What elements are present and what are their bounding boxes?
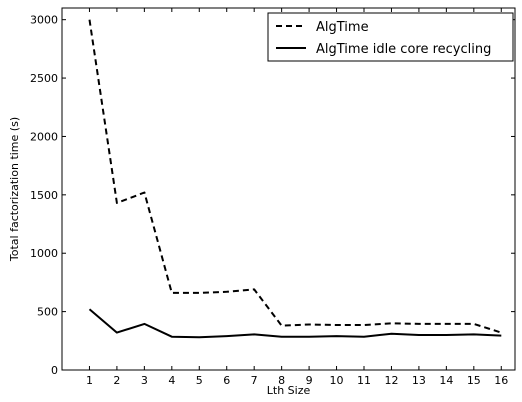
x-tick-label: 8: [278, 374, 285, 387]
x-tick-label: 9: [306, 374, 313, 387]
x-tick-label: 15: [467, 374, 481, 387]
x-tick-label: 11: [357, 374, 371, 387]
y-axis-label: Total factorization time (s): [8, 117, 21, 262]
series-line-1: [88, 19, 502, 334]
x-tick-label: 13: [412, 374, 426, 387]
series-line-2: [88, 308, 502, 339]
x-tick-label: 1: [86, 374, 93, 387]
y-tick-label: 0: [51, 364, 58, 377]
y-tick-label: 1500: [30, 189, 58, 202]
x-tick-label: 16: [494, 374, 508, 387]
legend-box: [267, 12, 514, 62]
legend-label-1: AlgTime: [316, 20, 369, 35]
legend-label-2: AlgTime idle core recycling: [316, 42, 491, 57]
axes: 1 2 3 4 5 6 7 8 9 10 11 12 13 14 15 1605001000150020002…: [30, 7, 516, 387]
x-tick-label: 4: [168, 374, 175, 387]
x-tick-label: 2: [113, 374, 120, 387]
y-tick-label: 500: [37, 306, 58, 319]
series-lines: [88, 19, 502, 339]
y-tick-label: 2500: [30, 72, 58, 85]
x-tick-label: 10: [330, 374, 344, 387]
x-tick-label: 5: [196, 374, 203, 387]
y-tick-label: 3000: [30, 14, 58, 27]
x-tick-label: 12: [384, 374, 398, 387]
y-tick-label: 1000: [30, 247, 58, 260]
x-tick-label: 7: [251, 374, 258, 387]
y-tick-label: 2000: [30, 130, 58, 143]
legend: AlgTime AlgTime idle core recycling: [267, 12, 514, 62]
x-tick-label: 3: [141, 374, 148, 387]
x-tick-label: 6: [223, 374, 230, 387]
plot-frame: [61, 7, 516, 371]
x-axis-label: Lth Size: [267, 384, 311, 397]
x-tick-label: 14: [439, 374, 453, 387]
